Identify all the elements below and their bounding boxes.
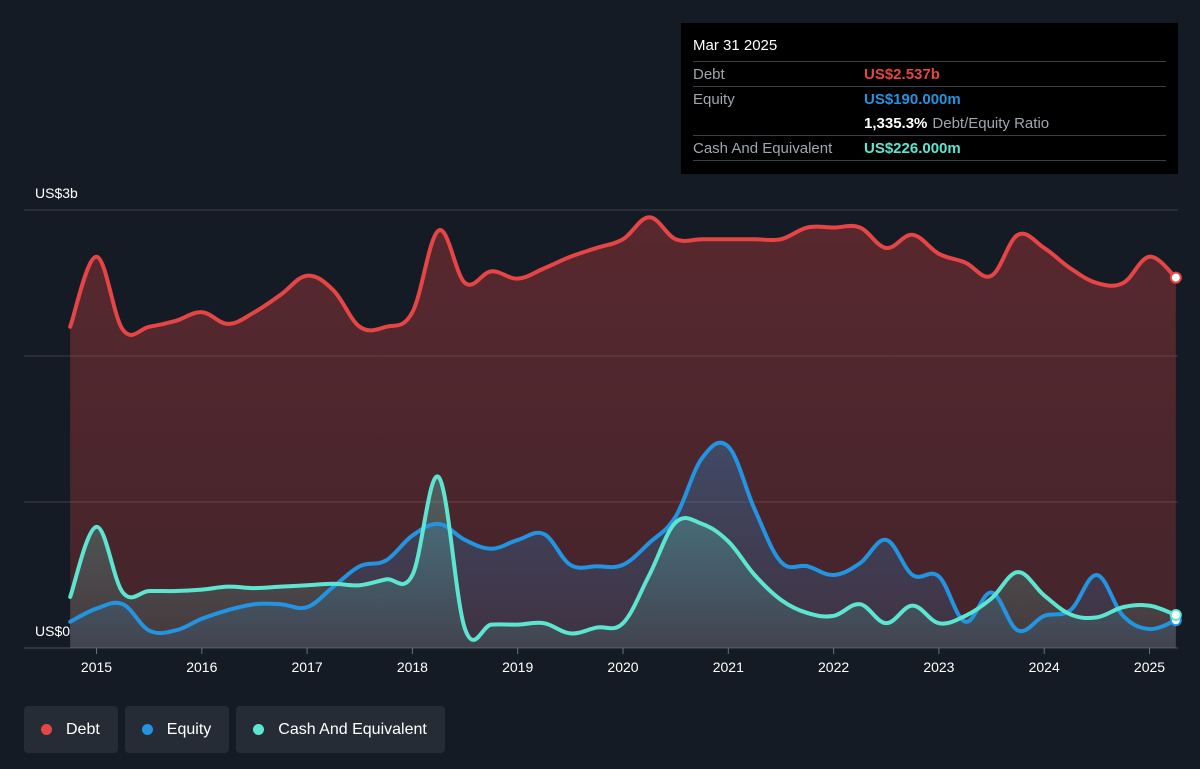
x-tick-label-2021: 2021 <box>713 659 744 675</box>
tooltip-debt-label: Debt <box>693 65 725 83</box>
legend-dot-equity <box>141 724 153 735</box>
legend-item-cash[interactable]: Cash And Equivalent <box>236 706 445 753</box>
x-tick-label-2015: 2015 <box>81 659 112 675</box>
x-tick-label-2025: 2025 <box>1134 659 1165 675</box>
series-end-marker-debt <box>1169 271 1182 284</box>
chart-tooltip: Mar 31 2025 Debt US$2.537b Equity US$190… <box>681 23 1178 174</box>
chart-plot[interactable]: US$3b US$0 2015 2016 2017 2018 2019 2020 2021 202… <box>0 0 1200 700</box>
series-end-marker-cash <box>1169 609 1182 622</box>
tooltip-cash-value: US$226.000m <box>864 139 961 157</box>
x-tick-label-2016: 2016 <box>186 659 217 675</box>
tooltip-ratio-value: 1,335.3% <box>864 114 928 132</box>
x-tick-label-2020: 2020 <box>607 659 638 675</box>
tooltip-date: Mar 31 2025 <box>693 37 778 54</box>
tooltip-row-ratio: 1,335.3% Debt/Equity Ratio <box>693 111 1166 135</box>
legend-item-debt[interactable]: Debt <box>24 706 118 753</box>
chart-legend: Debt Equity Cash And Equivalent <box>24 706 445 753</box>
series-line-cash <box>68 474 1178 642</box>
y-axis-label-top: US$3b <box>35 185 78 201</box>
tooltip-debt-value: US$2.537b <box>864 65 940 83</box>
x-tick-label-2017: 2017 <box>292 659 323 675</box>
series-line-debt <box>68 215 1178 337</box>
tooltip-equity-label: Equity <box>693 90 735 108</box>
legend-dot-cash <box>253 724 265 735</box>
series-line-equity <box>68 440 1178 636</box>
tooltip-row-equity: Equity US$190.000m <box>693 86 1166 111</box>
tooltip-row-cash: Cash And Equivalent US$226.000m <box>693 135 1166 161</box>
x-tick-label-2023: 2023 <box>923 659 954 675</box>
y-axis-label-bottom: US$0 <box>35 623 70 639</box>
legend-dot-debt <box>41 724 52 735</box>
tooltip-cash-label: Cash And Equivalent <box>693 139 833 157</box>
tooltip-equity-value: US$190.000m <box>864 90 961 108</box>
x-tick-label-2019: 2019 <box>502 659 533 675</box>
x-tick-label-2022: 2022 <box>818 659 849 675</box>
series-area-debt <box>70 217 1176 649</box>
legend-label-debt: Debt <box>66 720 100 738</box>
tooltip-row-debt: Debt US$2.537b <box>693 61 1166 86</box>
series-area-cash <box>70 476 1176 648</box>
legend-label-cash: Cash And Equivalent <box>278 720 427 738</box>
x-tick-label-2024: 2024 <box>1029 659 1060 675</box>
x-tick-label-2018: 2018 <box>397 659 428 675</box>
legend-label-equity: Equity <box>166 720 212 738</box>
legend-item-equity[interactable]: Equity <box>124 706 230 753</box>
tooltip-ratio-label: Debt/Equity Ratio <box>932 114 1050 132</box>
